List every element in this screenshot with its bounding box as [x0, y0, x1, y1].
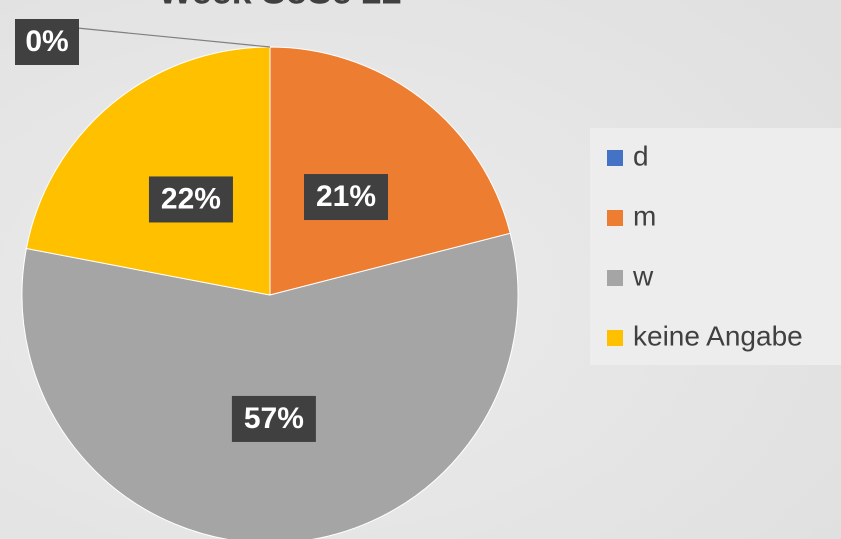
data-label: 22% [161, 182, 221, 215]
chart-title: Week SoSe 22 [158, 0, 401, 12]
pie-slice [25, 46, 271, 296]
legend-label: m [633, 200, 656, 231]
pie-slice [21, 232, 519, 539]
data-label: 0% [25, 25, 68, 58]
legend-swatch [607, 330, 623, 346]
legend-swatch [607, 270, 623, 286]
pie-slice [269, 46, 511, 296]
label-box [15, 19, 79, 65]
label-box [231, 395, 316, 442]
label-box [148, 176, 233, 223]
legend-label: w [632, 260, 654, 291]
data-label: 21% [316, 180, 376, 213]
data-label: 57% [244, 402, 304, 435]
legend-swatch [607, 210, 623, 226]
legend-label: keine Angabe [633, 320, 803, 351]
leader-line [76, 27, 271, 48]
legend-label: d [633, 140, 649, 171]
legend-box [590, 128, 841, 365]
label-box [304, 174, 389, 221]
legend-swatch [607, 150, 623, 166]
